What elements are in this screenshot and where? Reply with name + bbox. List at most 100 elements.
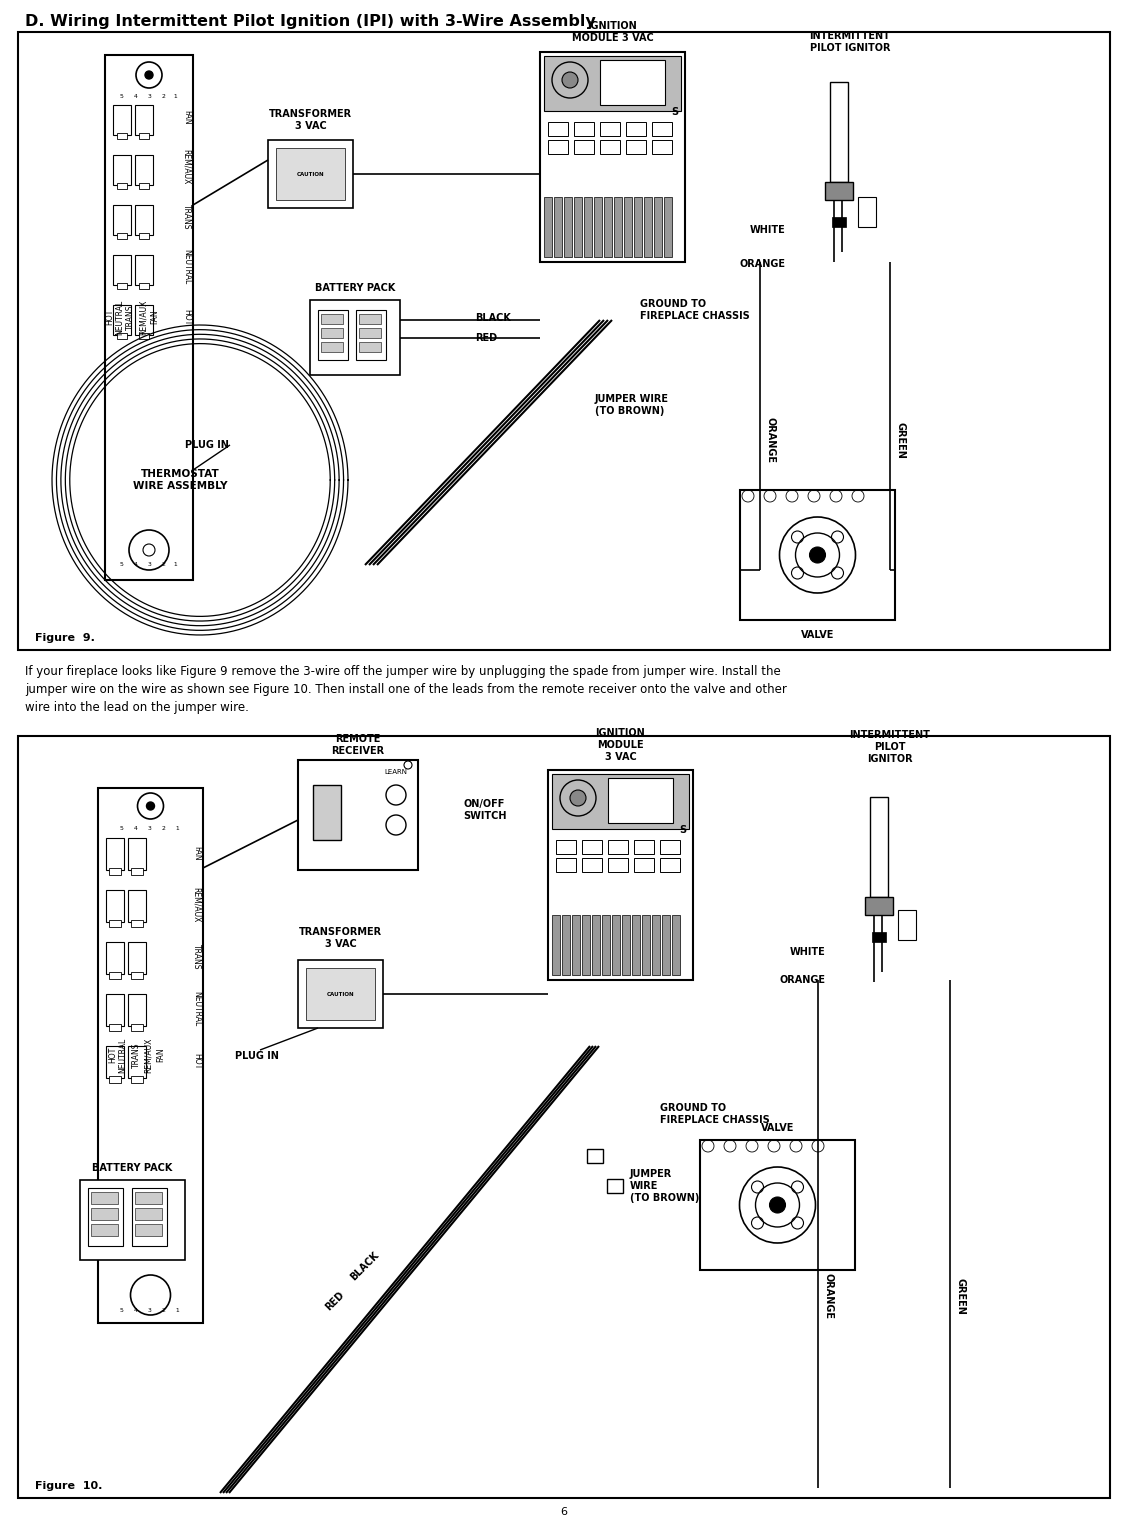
Circle shape [147, 802, 155, 810]
Text: BATTERY PACK: BATTERY PACK [315, 283, 395, 293]
Bar [127, 995, 146, 1025]
Bar [135, 306, 153, 335]
Bar [135, 205, 153, 235]
Text: Figure  10.: Figure 10. [35, 1481, 103, 1491]
Bar [865, 897, 893, 915]
Bar [106, 995, 124, 1025]
Bar [608, 840, 628, 854]
Bar [582, 840, 602, 854]
Bar [117, 183, 127, 189]
Bar [139, 333, 149, 339]
Bar [548, 122, 569, 136]
Text: LEARN: LEARN [385, 769, 407, 775]
Bar [607, 1180, 623, 1193]
Text: INTERMITTENT
PILOT IGNITOR: INTERMITTENT PILOT IGNITOR [810, 31, 890, 53]
Bar [127, 837, 146, 869]
Bar [660, 840, 680, 854]
Bar [135, 1192, 162, 1204]
Bar [898, 911, 916, 940]
Text: PLUG IN: PLUG IN [185, 440, 229, 451]
Bar [139, 133, 149, 139]
Bar [552, 775, 689, 830]
Text: NEUTRAL: NEUTRAL [118, 1038, 127, 1073]
Bar [642, 915, 650, 975]
Text: ORANGE: ORANGE [765, 417, 775, 463]
Bar [113, 205, 131, 235]
Bar [652, 915, 660, 975]
Bar [310, 299, 400, 374]
Bar [321, 329, 343, 338]
Text: ORANGE: ORANGE [739, 260, 785, 269]
Bar [582, 915, 590, 975]
Text: HOT: HOT [106, 309, 115, 325]
Text: NEUTRAL: NEUTRAL [192, 992, 201, 1027]
Circle shape [562, 72, 578, 89]
Bar [98, 788, 203, 1323]
Bar [556, 840, 576, 854]
Text: wire into the lead on the jumper wire.: wire into the lead on the jumper wire. [25, 701, 249, 714]
Bar [622, 915, 631, 975]
Bar [127, 889, 146, 921]
Text: TRANS: TRANS [192, 944, 201, 970]
Text: 5     4     3     2    1: 5 4 3 2 1 [120, 95, 178, 99]
Text: VALVE: VALVE [801, 630, 835, 640]
Bar [127, 941, 146, 973]
Bar [582, 859, 602, 872]
Text: NEUTRAL: NEUTRAL [182, 249, 191, 284]
Text: FAN: FAN [192, 845, 201, 860]
Bar [268, 141, 353, 208]
Text: FAN: FAN [182, 110, 191, 124]
Text: IGNITION
MODULE
3 VAC: IGNITION MODULE 3 VAC [596, 729, 645, 761]
Bar [872, 932, 885, 941]
Bar [600, 122, 620, 136]
Text: REM/AUX: REM/AUX [182, 150, 191, 185]
Bar [603, 197, 613, 257]
Bar [652, 141, 672, 154]
Bar [626, 141, 646, 154]
Text: TRANS: TRANS [132, 1042, 141, 1068]
Text: REM/AUX: REM/AUX [143, 1038, 152, 1073]
Bar [312, 785, 341, 840]
Text: ORANGE: ORANGE [779, 975, 825, 986]
Bar [556, 859, 576, 872]
Bar [109, 920, 121, 927]
Bar [109, 1076, 121, 1083]
Bar [131, 972, 143, 979]
Bar [117, 283, 127, 289]
Bar [106, 889, 124, 921]
Bar [106, 1047, 124, 1077]
Bar [359, 313, 381, 324]
Bar [608, 778, 673, 824]
Text: CAUTION: CAUTION [297, 171, 325, 177]
Text: GROUND TO
FIREPLACE CHASSIS: GROUND TO FIREPLACE CHASSIS [640, 299, 750, 321]
Bar [117, 133, 127, 139]
Bar [321, 342, 343, 351]
Text: TRANS: TRANS [182, 205, 191, 229]
Text: IGNITION
MODULE 3 VAC: IGNITION MODULE 3 VAC [572, 21, 653, 43]
Bar [113, 154, 131, 185]
Bar [652, 122, 672, 136]
Text: REM/AUX: REM/AUX [139, 299, 148, 335]
Bar [105, 55, 193, 581]
Bar [554, 197, 562, 257]
FancyBboxPatch shape [429, 497, 451, 513]
Bar [540, 52, 685, 261]
Bar [574, 141, 594, 154]
Bar [109, 972, 121, 979]
Bar [832, 217, 846, 228]
Circle shape [143, 544, 155, 556]
Bar [552, 915, 559, 975]
Text: REM/AUX: REM/AUX [192, 888, 201, 923]
Bar [132, 1187, 167, 1245]
Bar [109, 868, 121, 876]
Text: 6: 6 [561, 1507, 567, 1517]
Text: If your fireplace looks like Figure 9 remove the 3-wire off the jumper wire by u: If your fireplace looks like Figure 9 re… [25, 665, 781, 678]
Bar [88, 1187, 123, 1245]
Bar [600, 60, 666, 105]
Bar [135, 1224, 162, 1236]
Bar [135, 255, 153, 286]
Bar [131, 1024, 143, 1031]
Bar [131, 1076, 143, 1083]
Text: HOT: HOT [192, 1053, 201, 1070]
Bar [830, 83, 848, 182]
